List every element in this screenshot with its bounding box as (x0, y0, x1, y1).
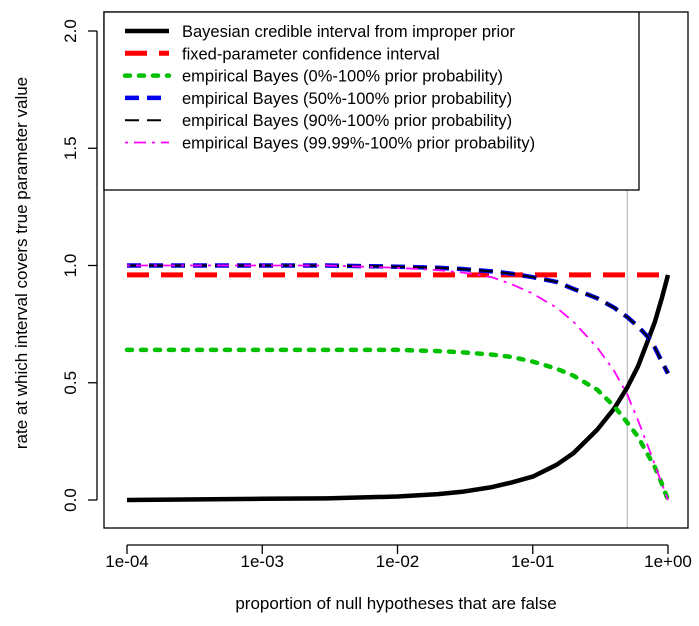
y-tick-label: 0.5 (61, 371, 80, 395)
legend-label-4: empirical Bayes (50%-100% prior probabil… (182, 90, 512, 108)
x-tick-label: 1e-02 (376, 552, 419, 571)
legend-label-5: empirical Bayes (90%-100% prior probabil… (182, 112, 512, 130)
y-axis-title: rate at which interval covers true param… (12, 77, 31, 449)
x-tick-label: 1e-01 (511, 552, 554, 571)
y-tick-label: 1.5 (61, 136, 80, 160)
x-axis-title: proportion of null hypotheses that are f… (235, 594, 556, 613)
x-tick-label: 1e+00 (644, 552, 692, 571)
legend-label-6: empirical Bayes (99.99%-100% prior proba… (182, 135, 535, 153)
legend-label-2: fixed-parameter confidence interval (182, 45, 440, 63)
legend-label-3: empirical Bayes (0%-100% prior probabili… (182, 68, 503, 86)
y-tick-label: 1.0 (61, 254, 80, 278)
legend-label-1: Bayesian credible interval from improper… (182, 23, 515, 41)
series-line-3 (127, 350, 668, 500)
legend: Bayesian credible interval from improper… (104, 12, 639, 190)
series-line-4 (127, 266, 668, 374)
y-tick-label: 0.0 (61, 488, 80, 512)
x-tick-label: 1e-03 (241, 552, 284, 571)
y-tick-label: 2.0 (61, 19, 80, 43)
x-tick-label: 1e-04 (105, 552, 148, 571)
series-line-1 (127, 275, 668, 500)
series-line-5 (127, 266, 668, 374)
